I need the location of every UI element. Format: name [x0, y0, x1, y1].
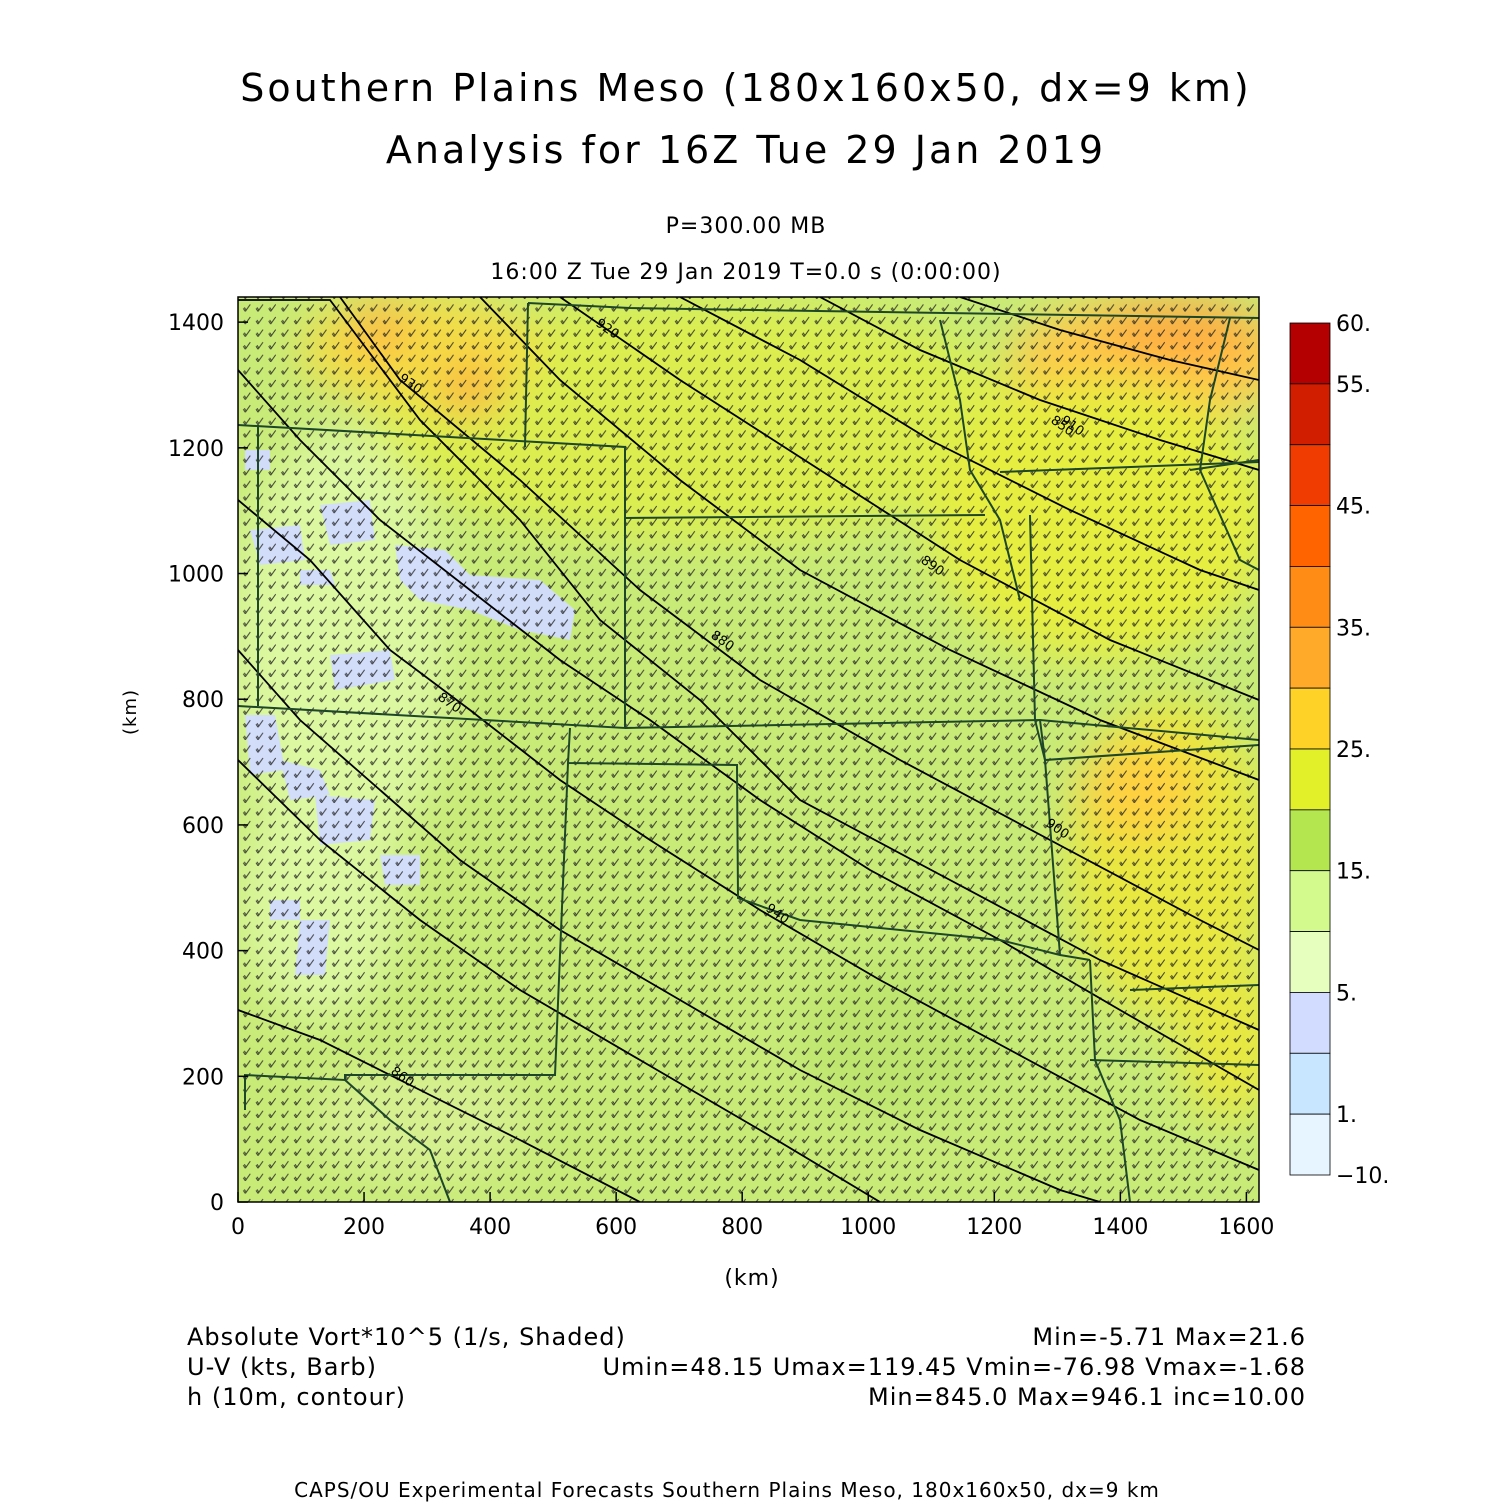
- colorbar-swatch: [1289, 870, 1331, 932]
- y-tick-label: 1400: [168, 311, 224, 336]
- colorbar-swatch: [1289, 1052, 1331, 1115]
- legend-field1-stats: Min=-5.71 Max=21.6: [1032, 1323, 1306, 1351]
- y-tick-label: 0: [210, 1191, 224, 1216]
- legend-field3: h (10m, contour): [187, 1383, 407, 1411]
- legend-field2-stats: Umin=48.15 Umax=119.45 Vmin=-76.98 Vmax=…: [602, 1353, 1306, 1381]
- legend-field2: U-V (kts, Barb): [187, 1353, 377, 1381]
- x-tick-label: 600: [595, 1215, 637, 1240]
- x-tick-label: 1000: [840, 1215, 896, 1240]
- x-tick-label: 200: [343, 1215, 385, 1240]
- x-tick-label: 1400: [1092, 1215, 1148, 1240]
- colorbar-label: 35.: [1336, 616, 1371, 641]
- colorbar: 60. 55. 45. 35. 25. 15. 5. 1. −10.: [1289, 312, 1389, 1189]
- y-tick-label: 200: [182, 1065, 224, 1090]
- title-line1: Southern Plains Meso (180x160x50, dx=9 k…: [240, 66, 1252, 110]
- colorbar-label: 5.: [1336, 981, 1357, 1006]
- colorbar-label: 1.: [1336, 1103, 1357, 1128]
- colorbar-label: 45.: [1336, 495, 1371, 520]
- colorbar-swatch: [1289, 383, 1331, 446]
- y-axis-label: (km): [120, 688, 141, 735]
- x-axis-label: (km): [724, 1266, 780, 1291]
- colorbar-swatch: [1289, 931, 1331, 993]
- colorbar-swatch: [1289, 1113, 1331, 1176]
- title-line2: Analysis for 16Z Tue 29 Jan 2019: [385, 128, 1107, 172]
- y-tick-label: 1200: [168, 437, 224, 462]
- y-tick-label: 400: [182, 940, 224, 965]
- x-tick-label: 400: [469, 1215, 511, 1240]
- colorbar-swatch: [1289, 444, 1331, 506]
- colorbar-label: −10.: [1336, 1164, 1389, 1189]
- legend-field1: Absolute Vort*10^5 (1/s, Shaded): [187, 1323, 626, 1351]
- colorbar-label: 55.: [1336, 373, 1371, 398]
- colorbar-swatch: [1289, 992, 1331, 1054]
- x-tick-label: 1600: [1218, 1215, 1274, 1240]
- x-tick-label: 1200: [966, 1215, 1022, 1240]
- colorbar-swatch: [1289, 505, 1331, 567]
- colorbar-swatch: [1289, 687, 1331, 750]
- colorbar-label: 15.: [1336, 860, 1371, 885]
- y-tick-label: 1000: [168, 563, 224, 588]
- footer-credit: CAPS/OU Experimental Forecasts Southern …: [294, 1478, 1160, 1502]
- plot-frame: [237, 296, 1260, 1203]
- x-tick-label: 800: [721, 1215, 763, 1240]
- colorbar-swatch: [1289, 626, 1331, 689]
- state-boundaries: [238, 302, 1259, 1202]
- pressure-level: P=300.00 MB: [665, 214, 827, 239]
- colorbar-label: 60.: [1336, 312, 1371, 337]
- colorbar-swatch: [1289, 566, 1331, 628]
- colorbar-swatch: [1289, 322, 1331, 385]
- colorbar-swatch: [1289, 809, 1331, 872]
- legend-field3-stats: Min=845.0 Max=946.1 inc=10.00: [868, 1383, 1306, 1411]
- x-axis: 0 200 400 600 800 1000 1200 1400 1600: [231, 1192, 1274, 1240]
- colorbar-swatch: [1289, 748, 1331, 811]
- x-tick-label: 0: [231, 1215, 245, 1240]
- y-axis: 0 200 400 600 800 1000 1200 1400: [168, 311, 248, 1216]
- colorbar-label: 25.: [1336, 738, 1371, 763]
- valid-time: 16:00 Z Tue 29 Jan 2019 T=0.0 s (0:00:00…: [490, 260, 1002, 285]
- y-tick-label: 600: [182, 814, 224, 839]
- y-tick-label: 800: [182, 688, 224, 713]
